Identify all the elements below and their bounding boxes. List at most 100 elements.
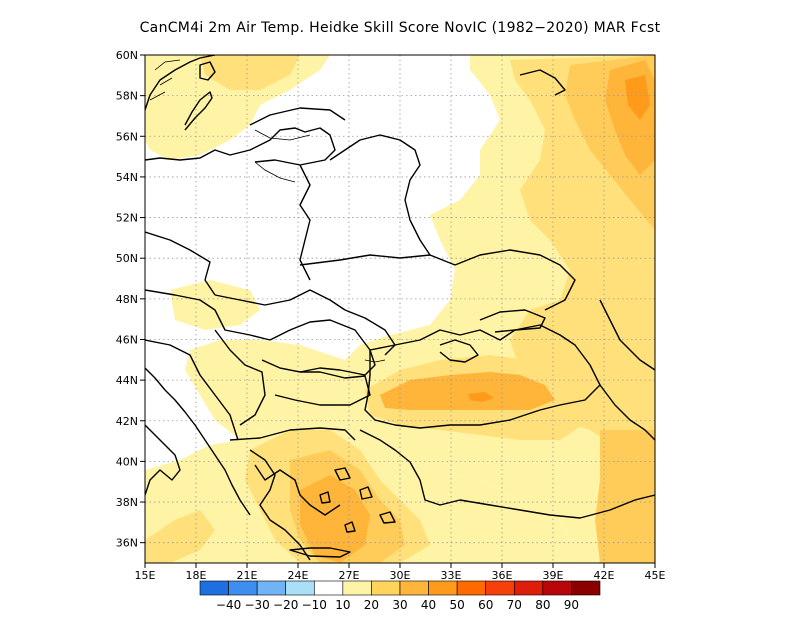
colorbar-label: 60 (478, 598, 493, 612)
tick-label-lon: 42E (594, 569, 615, 582)
colorbar: −40 −30 −20 −10 10 20 30 40 50 60 70 80 90 (199, 580, 601, 612)
tick-label-lat: 56N (116, 130, 138, 143)
colorbar-swatch (285, 580, 315, 596)
azov-sea (479, 309, 546, 333)
skill-30-southeast (595, 430, 655, 563)
island-3 (379, 511, 396, 524)
border-bg (274, 367, 371, 406)
border-ua-ru (454, 249, 576, 311)
danube-delta (364, 359, 386, 363)
colorbar-swatch (571, 580, 601, 596)
colorbar-label: 40 (421, 598, 436, 612)
tick-label-lat: 46N (116, 333, 138, 346)
skill-20-southwest (145, 510, 215, 563)
island-2 (359, 486, 373, 500)
colorbar-label: 30 (392, 598, 407, 612)
tick-label-lat: 38N (116, 496, 138, 509)
tick-label-lat: 54N (116, 171, 138, 184)
lake-ladoga (199, 61, 216, 81)
tick-label-lat: 58N (116, 90, 138, 103)
island-1 (334, 467, 351, 481)
colorbar-label: 10 (335, 598, 350, 612)
tick-label-lon: 36E (492, 569, 513, 582)
island-5 (344, 521, 356, 533)
tick-label-lon: 30E (390, 569, 411, 582)
border-by-ua (299, 254, 456, 266)
tick-label-lon: 39E (543, 569, 564, 582)
tick-label-lon: 21E (237, 569, 258, 582)
border-pl-by (299, 164, 311, 281)
border-balkan-west (145, 339, 239, 441)
map-frame-group (144, 54, 656, 564)
colorbar-swatch (256, 580, 287, 596)
tick-label-lat: 48N (116, 293, 138, 306)
north-coast (519, 69, 566, 96)
skill-40-black-sea (380, 372, 555, 410)
map-title: CanCM4i 2m Air Temp. Heidke Skill Score … (139, 20, 661, 36)
estonia-coast (254, 129, 311, 141)
border-at-hu (145, 289, 271, 341)
gulf-of-finland (249, 107, 346, 126)
border-by-ru (329, 134, 431, 256)
tick-label-lat: 42N (116, 415, 138, 428)
tick-label-lat: 36N (116, 537, 138, 550)
colorbar-swatch (485, 580, 515, 596)
tick-label-lat: 60N (116, 49, 138, 62)
tick-label-lon: 18E (186, 569, 207, 582)
colorbar-swatch (371, 580, 401, 596)
colorbar-swatch (342, 580, 372, 596)
colorbar-swatch (399, 580, 429, 596)
italy-coast (145, 424, 181, 496)
tick-label-lon: 33E (441, 569, 462, 582)
colorbar-label: 90 (564, 598, 579, 612)
skill-shading (145, 55, 655, 563)
colorbar-label: −10 (302, 598, 327, 612)
tick-label-lat: 44N (116, 374, 138, 387)
colorbar-swatch (428, 580, 458, 596)
tick-label-lon: 15E (135, 569, 156, 582)
skill-50-black-sea (468, 392, 494, 402)
tick-label-lon: 27E (339, 569, 360, 582)
border-greece-north (229, 427, 356, 441)
adriatic-coast (145, 367, 251, 516)
crimea (439, 339, 479, 363)
colorbar-label: 20 (364, 598, 379, 612)
colorbar-swatch (542, 580, 572, 596)
border-pl-de (145, 231, 216, 296)
colorbar-label: −20 (273, 598, 298, 612)
colorbar-label: 80 (535, 598, 550, 612)
turkey-east-border (599, 384, 655, 441)
map-content (145, 55, 655, 563)
skill-50-northeast (625, 75, 650, 120)
caspian-border (599, 299, 655, 371)
colorbar-swatch (513, 580, 544, 596)
crete (289, 547, 351, 558)
tick-label-lat: 52N (116, 212, 138, 225)
colorbar-swatch (199, 580, 229, 596)
border-md (344, 309, 396, 356)
fine-coast-detail (149, 59, 386, 363)
aegean-coast (249, 449, 311, 561)
scandinavia-coast (145, 55, 216, 131)
colorbar-label: 50 (450, 598, 465, 612)
colorbar-label: −30 (244, 598, 269, 612)
colorbar-label: −40 (216, 598, 241, 612)
turkey-coast (359, 429, 655, 519)
skill-20-north (200, 55, 300, 90)
greece-coast (254, 464, 341, 516)
black-sea-coast (364, 324, 601, 429)
tick-label-lat: 50N (116, 252, 138, 265)
tick-label-lon: 24E (288, 569, 309, 582)
baltic-coast (145, 127, 336, 166)
colorbar-swatch (228, 580, 258, 596)
skill-40-aegean (300, 475, 370, 563)
skill-10-central (170, 280, 260, 330)
skill-10-north (145, 55, 330, 160)
map-axes: 15E 18E 21E 24E 27E 30E 33E 36E 39E 42E 45E 36N 38N 4… (116, 49, 666, 582)
border-sk-hu (214, 289, 346, 311)
coastlines-and-borders (145, 55, 655, 561)
island-4 (319, 491, 331, 504)
colorbar-label: 70 (507, 598, 522, 612)
colorbar-swatch (313, 580, 344, 596)
